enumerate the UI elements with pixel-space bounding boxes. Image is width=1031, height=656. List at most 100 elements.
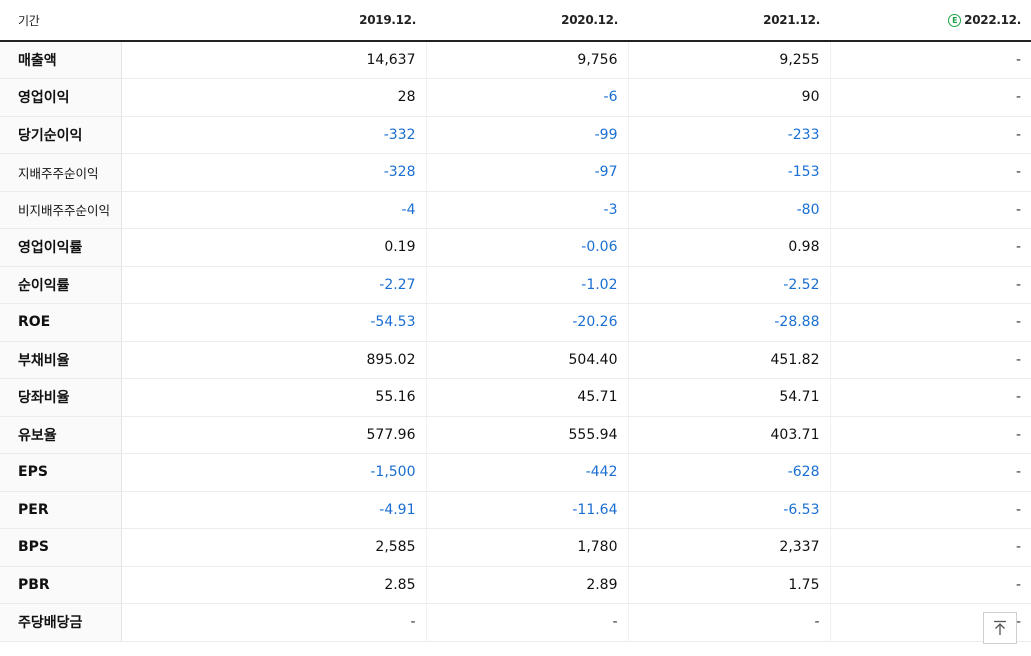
table-row: 당좌비율 55.16 45.71 54.71- bbox=[0, 378, 1031, 417]
table-row: 매출액 14,637 9,756 9,255- bbox=[0, 41, 1031, 79]
arrow-up-to-top-icon bbox=[994, 620, 1006, 635]
table-cell: -0.06 bbox=[425, 228, 628, 267]
row-label: 매출액 bbox=[0, 41, 122, 79]
table-body: 매출액 14,637 9,756 9,255- 영업이익 28 -6 90- 당기순이익 -332… bbox=[0, 41, 1031, 642]
row-label: PER bbox=[0, 491, 122, 529]
table-cell: 2.89 bbox=[425, 566, 628, 604]
table-cell: - bbox=[425, 603, 628, 642]
table-cell: - bbox=[829, 340, 1031, 379]
table-cell: 90 bbox=[627, 78, 830, 117]
column-header-2019: 2019.12. bbox=[121, 0, 426, 42]
row-label: EPS bbox=[0, 453, 122, 492]
table-cell: - bbox=[829, 228, 1031, 267]
table-header-row: 기간 2019.12. 2020.12. 2021.12. E 2022.12. bbox=[0, 0, 1031, 42]
table-row: 비지배주주순이익 -4 -3 -80- bbox=[0, 191, 1031, 229]
table-cell: -233 bbox=[627, 116, 830, 154]
table-row: ROE -54.53 -20.26 -28.88- bbox=[0, 303, 1031, 342]
table-row: 유보율 577.96 555.94 403.71- bbox=[0, 416, 1031, 454]
table-row: 영업이익 28 -6 90- bbox=[0, 78, 1031, 117]
table-cell: 2,585 bbox=[120, 528, 426, 567]
table-cell: - bbox=[829, 303, 1031, 342]
table-cell: -2.27 bbox=[120, 266, 426, 304]
table-cell: 0.19 bbox=[120, 228, 426, 267]
table-cell: -1.02 bbox=[425, 266, 628, 304]
table-row: BPS 2,585 1,780 2,337- bbox=[0, 528, 1031, 567]
table-row: 부채비율 895.02 504.40 451.82- bbox=[0, 340, 1031, 379]
row-label: 영업이익률 bbox=[0, 228, 122, 267]
estimate-badge-icon: E bbox=[948, 14, 962, 27]
table-cell: - bbox=[829, 153, 1031, 192]
table-cell: - bbox=[829, 266, 1031, 304]
table-row: 당기순이익 -332 -99 -233- bbox=[0, 116, 1031, 154]
financial-summary-table: 기간 2019.12. 2020.12. 2021.12. E 2022.12. … bbox=[0, 0, 1031, 642]
table-cell: -332 bbox=[120, 116, 426, 154]
table-cell: -442 bbox=[425, 453, 628, 492]
table-cell: 9,756 bbox=[425, 41, 628, 79]
table-row: PBR 2.85 2.89 1.75- bbox=[0, 566, 1031, 604]
row-label: ROE bbox=[0, 303, 122, 342]
table-cell: 45.71 bbox=[425, 378, 628, 417]
table-cell: -28.88 bbox=[627, 303, 830, 342]
table-cell: 54.71 bbox=[627, 378, 830, 417]
table-cell: 403.71 bbox=[627, 416, 830, 454]
table-cell: 0.98 bbox=[627, 228, 830, 267]
column-header-2020: 2020.12. bbox=[426, 0, 628, 42]
table-cell: -628 bbox=[627, 453, 830, 492]
column-header-2022: E 2022.12. bbox=[830, 0, 1031, 42]
table-row: 순이익률 -2.27 -1.02 -2.52- bbox=[0, 266, 1031, 304]
table-cell: 28 bbox=[120, 78, 426, 117]
table-cell: -2.52 bbox=[627, 266, 830, 304]
table-cell: -328 bbox=[120, 153, 426, 192]
row-label: BPS bbox=[0, 528, 122, 567]
row-label: 영업이익 bbox=[0, 78, 122, 117]
table-cell: - bbox=[829, 566, 1031, 604]
table-cell: - bbox=[829, 491, 1031, 529]
table-cell: 895.02 bbox=[120, 340, 426, 379]
table-cell: -54.53 bbox=[120, 303, 426, 342]
table-cell: - bbox=[829, 41, 1031, 79]
table-cell: -20.26 bbox=[425, 303, 628, 342]
table-cell: 2.85 bbox=[120, 566, 426, 604]
table-row: EPS -1,500 -442 -628- bbox=[0, 453, 1031, 492]
table-cell: -80 bbox=[627, 191, 830, 229]
table-row: 지배주주순이익 -328 -97 -153- bbox=[0, 153, 1031, 192]
table-cell: 577.96 bbox=[120, 416, 426, 454]
table-cell: 2,337 bbox=[627, 528, 830, 567]
table-cell: 1.75 bbox=[627, 566, 830, 604]
table-cell: - bbox=[120, 603, 426, 642]
table-cell: 555.94 bbox=[425, 416, 628, 454]
table-cell: -1,500 bbox=[120, 453, 426, 492]
table-cell: 14,637 bbox=[120, 41, 426, 79]
period-header: 기간 bbox=[0, 0, 121, 42]
table-cell: -4.91 bbox=[120, 491, 426, 529]
row-label: 비지배주주순이익 bbox=[0, 191, 122, 229]
table-cell: -11.64 bbox=[425, 491, 628, 529]
row-label: 유보율 bbox=[0, 416, 122, 454]
table-cell: - bbox=[829, 378, 1031, 417]
table-cell: - bbox=[829, 453, 1031, 492]
row-label: 지배주주순이익 bbox=[0, 153, 122, 192]
table-cell: -97 bbox=[425, 153, 628, 192]
scroll-top-button[interactable] bbox=[983, 612, 1017, 644]
row-label: 부채비율 bbox=[0, 340, 122, 379]
table-cell: 1,780 bbox=[425, 528, 628, 567]
table-cell: 504.40 bbox=[425, 340, 628, 379]
table-row: 영업이익률 0.19 -0.06 0.98- bbox=[0, 228, 1031, 267]
row-label: PBR bbox=[0, 566, 122, 604]
table-cell: 55.16 bbox=[120, 378, 426, 417]
table-cell: 9,255 bbox=[627, 41, 830, 79]
table-cell: - bbox=[829, 116, 1031, 154]
row-label: 주당배당금 bbox=[0, 603, 122, 642]
table-row: 주당배당금 - - - - bbox=[0, 603, 1031, 642]
table-cell: - bbox=[829, 528, 1031, 567]
table-cell: - bbox=[829, 416, 1031, 454]
row-label: 순이익률 bbox=[0, 266, 122, 304]
table-cell: 451.82 bbox=[627, 340, 830, 379]
row-label: 당기순이익 bbox=[0, 116, 122, 154]
table-cell: -6 bbox=[425, 78, 628, 117]
table-cell: -99 bbox=[425, 116, 628, 154]
table-cell: -3 bbox=[425, 191, 628, 229]
table-cell: -4 bbox=[120, 191, 426, 229]
table-cell: - bbox=[829, 78, 1031, 117]
column-header-2021: 2021.12. bbox=[628, 0, 830, 42]
